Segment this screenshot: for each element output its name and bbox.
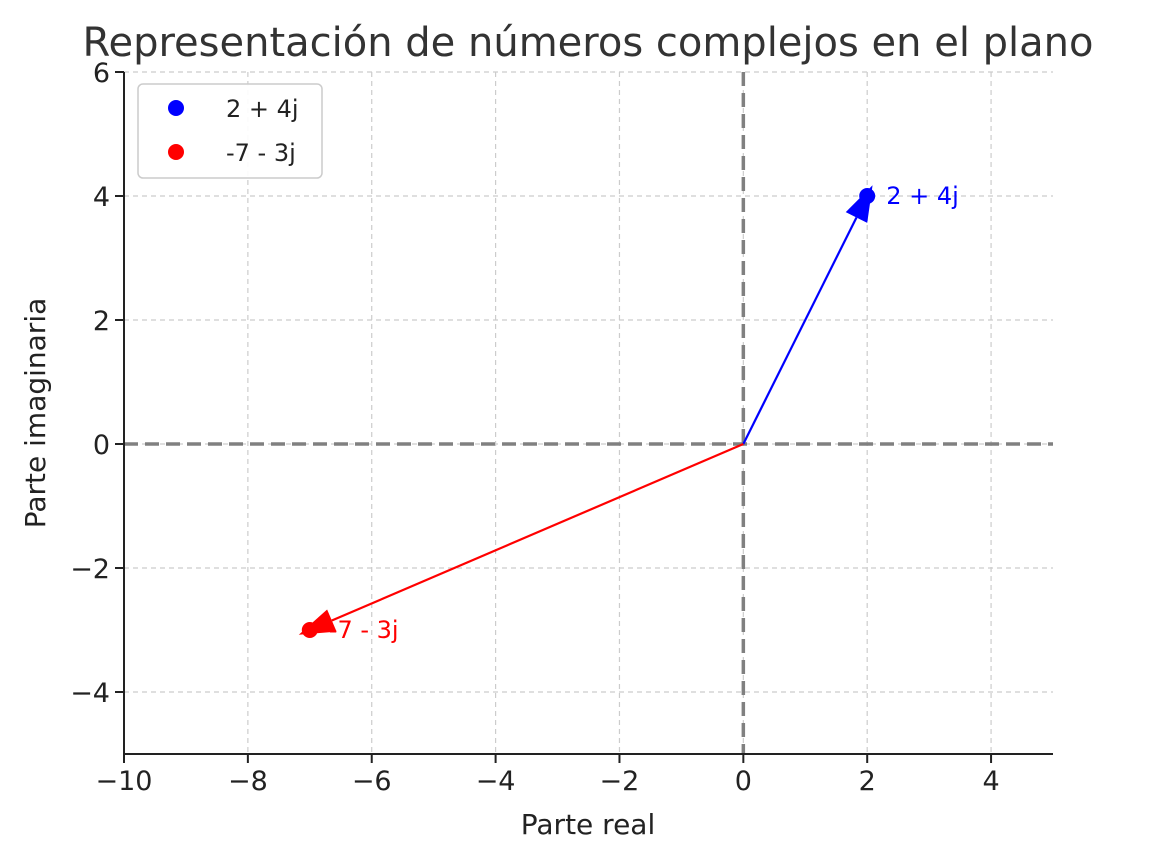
x-tick-label: 0: [735, 766, 752, 797]
y-tick-label: 2: [93, 306, 110, 337]
y-axis-label: Parte imaginaria: [19, 298, 52, 529]
x-tick-label: −8: [228, 766, 268, 797]
x-tick-label: 2: [859, 766, 876, 797]
vector-line: [331, 442, 744, 622]
y-tick-label: −4: [70, 678, 110, 709]
reference-lines: [124, 72, 1053, 754]
vector-line: [742, 216, 858, 445]
legend-entry: 2 + 4j: [226, 95, 299, 123]
data-point: [301, 622, 318, 638]
x-tick-label: −10: [96, 766, 153, 797]
axes: [123, 72, 1053, 755]
legend-marker: [168, 100, 184, 116]
y-tick-label: 6: [93, 58, 110, 89]
point-annotation: 2 + 4j: [886, 182, 959, 210]
legend-entry: -7 - 3j: [226, 139, 296, 167]
x-tick-label: −2: [600, 766, 640, 797]
x-tick-label: −4: [476, 766, 516, 797]
point-annotation: -7 - 3j: [329, 616, 399, 644]
y-tick-label: 4: [93, 182, 110, 213]
legend-marker: [168, 144, 184, 160]
legend: 2 + 4j -7 - 3j: [137, 83, 323, 179]
x-tick-label: 4: [982, 766, 999, 797]
legend-box: [137, 83, 323, 179]
data-marks: 2 + 4j -7 - 3j: [298, 182, 959, 644]
y-tick-label: 0: [93, 430, 110, 461]
grid-lines: [123, 71, 1053, 754]
chart-title: Representación de números complejos en e…: [82, 20, 1093, 66]
data-point: [859, 188, 876, 204]
y-tick-label: −2: [70, 554, 110, 585]
x-tick-label: −6: [352, 766, 392, 797]
tick-labels: −10 −8 −6 −4 −2 0 2 4 −4 −2 0 2 4 6: [70, 58, 999, 797]
x-axis-label: Parte real: [521, 808, 655, 841]
